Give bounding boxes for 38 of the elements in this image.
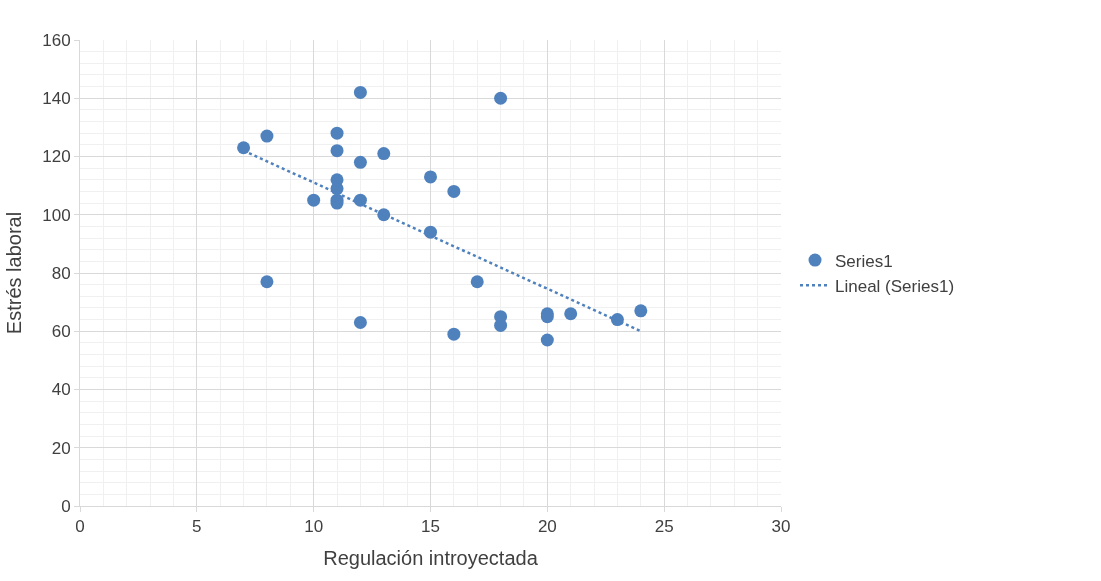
point <box>353 155 367 169</box>
x-tick-label: 10 <box>304 517 324 537</box>
point <box>353 316 367 329</box>
y-tick-label: 120 <box>42 147 71 167</box>
point <box>447 184 461 198</box>
point <box>353 85 367 99</box>
point <box>260 129 274 143</box>
point <box>377 147 391 161</box>
y-tick-label: 160 <box>42 30 71 50</box>
x-tick-label: 20 <box>537 517 557 537</box>
point <box>540 333 554 347</box>
y-axis-title: Estrés laboral <box>2 211 25 335</box>
y-tick-label: 60 <box>51 322 71 342</box>
y-tick-label: 40 <box>51 380 71 400</box>
point <box>494 91 508 105</box>
point <box>564 307 578 321</box>
x-tick-label: 15 <box>421 517 440 537</box>
point <box>307 193 321 207</box>
x-tick-label: 0 <box>75 517 85 537</box>
point <box>424 170 437 184</box>
y-tick-label: 0 <box>61 496 71 516</box>
y-tick-label: 20 <box>51 438 71 458</box>
point <box>447 327 461 341</box>
x-tick-label: 5 <box>192 517 202 537</box>
y-tick-label: 100 <box>42 205 71 225</box>
x-tick-label: 25 <box>654 517 674 537</box>
point <box>330 126 344 140</box>
x-tick-label: 30 <box>771 517 791 537</box>
legend-label: Series1 <box>835 251 893 271</box>
x-axis-title: Regulación introyectada <box>323 546 539 569</box>
y-tick-label: 80 <box>51 263 71 283</box>
point <box>330 144 344 158</box>
point <box>470 275 484 289</box>
point <box>634 304 648 318</box>
y-tick-label: 140 <box>42 89 71 109</box>
legend-label: Lineal (Series1) <box>835 276 955 296</box>
point <box>260 275 274 289</box>
point <box>237 141 251 155</box>
